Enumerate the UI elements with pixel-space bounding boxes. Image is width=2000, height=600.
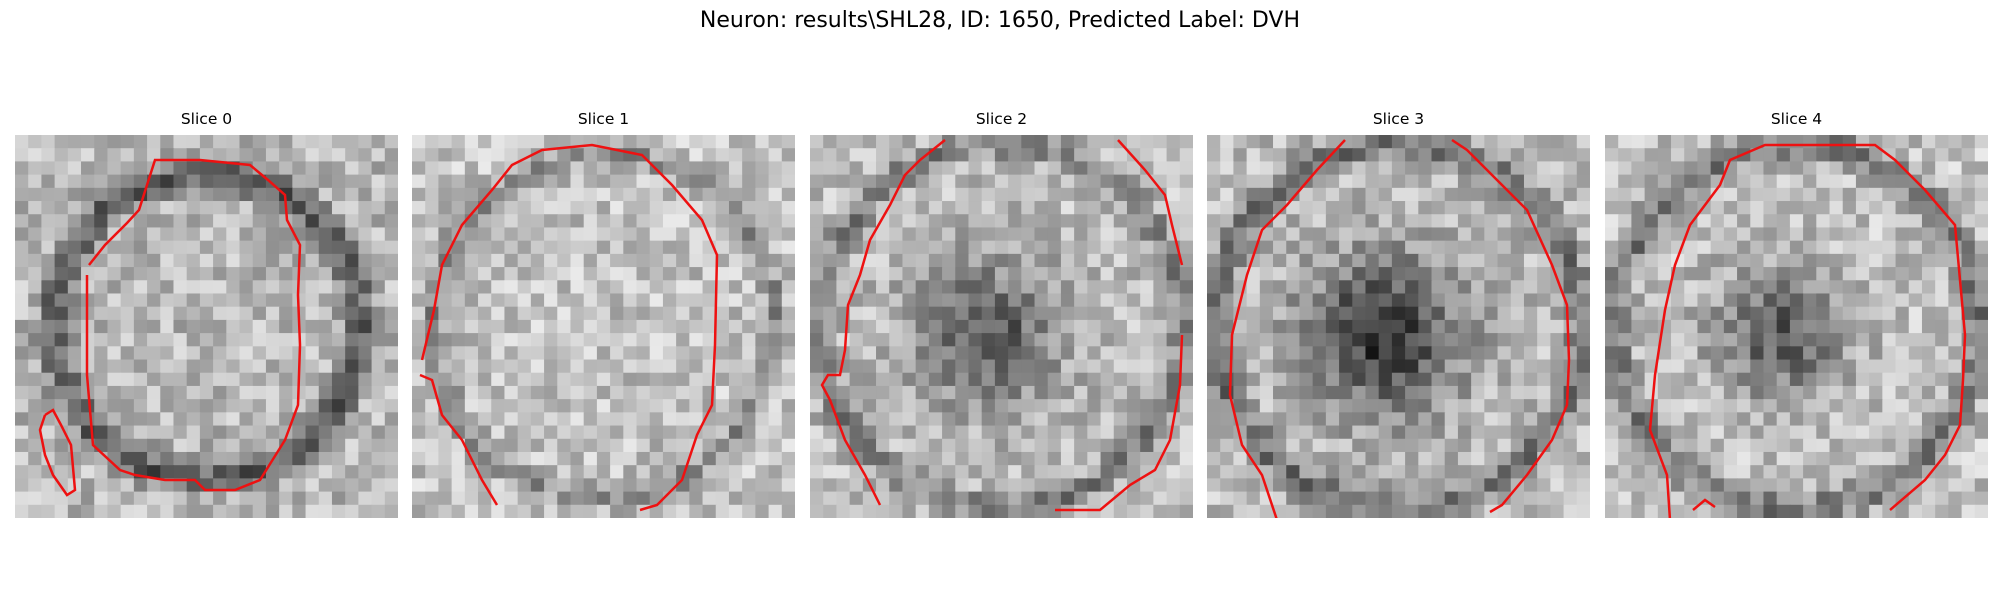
slice-4-contour xyxy=(1648,143,1967,518)
image-panel-slice-1 xyxy=(412,135,795,518)
image-panel-slice-2 xyxy=(810,135,1193,518)
panel-title-slice-0: Slice 0 xyxy=(180,110,233,128)
panel-title-slice-4: Slice 4 xyxy=(1770,110,1823,128)
image-panel-slice-3 xyxy=(1207,135,1590,518)
slice-2-contour-left xyxy=(820,139,946,506)
figure-title: Neuron: results\SHL28, ID: 1650, Predict… xyxy=(699,8,1301,33)
slice-4-image xyxy=(1605,135,1988,518)
panel-title-slice-2: Slice 2 xyxy=(975,110,1028,128)
slice-1-pixels xyxy=(412,135,795,518)
panel-title-slice-3: Slice 3 xyxy=(1372,110,1425,128)
slice-2-contour-bottom xyxy=(1055,334,1184,512)
slice-3-image xyxy=(1207,135,1590,518)
panel-title-slice-1: Slice 1 xyxy=(577,110,630,128)
slice-2-contour-right xyxy=(1117,139,1184,266)
slice-2-pixels xyxy=(810,135,1193,518)
slice-3-contour-left xyxy=(1228,139,1346,518)
slice-0-contour xyxy=(85,158,302,492)
slice-1-contour-upper xyxy=(420,143,719,512)
slice-0-pixels xyxy=(15,135,398,518)
slice-4-contour-fragment xyxy=(1692,498,1716,511)
slice-1-image xyxy=(412,135,795,518)
slice-0-image xyxy=(15,135,398,518)
slice-3-contour-right xyxy=(1451,138,1571,514)
image-panel-slice-0 xyxy=(15,135,398,518)
slice-0-contour-fragment xyxy=(38,408,77,497)
image-panel-slice-4 xyxy=(1605,135,1988,518)
slice-2-image xyxy=(810,135,1193,518)
slice-3-pixels xyxy=(1207,135,1590,518)
slice-1-contour-lower xyxy=(419,373,499,506)
